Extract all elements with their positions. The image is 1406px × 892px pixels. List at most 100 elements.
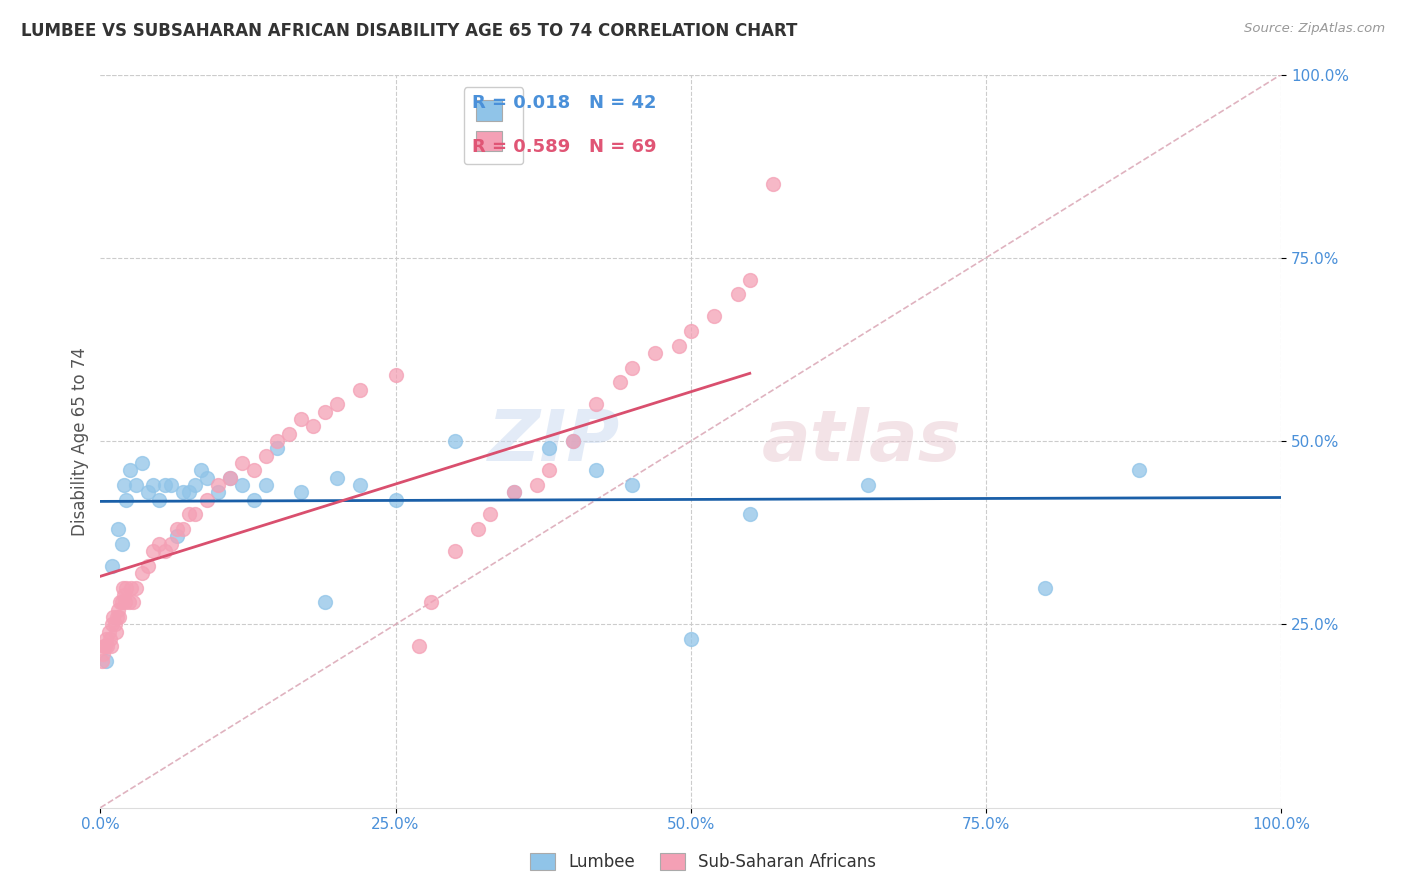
Point xyxy=(177,508,200,522)
Point xyxy=(184,478,207,492)
Point xyxy=(207,478,229,492)
Point xyxy=(172,485,194,500)
Point xyxy=(103,610,125,624)
Point xyxy=(207,485,229,500)
Point xyxy=(679,632,702,646)
Point xyxy=(136,485,159,500)
Point xyxy=(302,419,325,434)
Point xyxy=(727,287,749,301)
Point xyxy=(120,581,142,595)
Point xyxy=(609,376,631,390)
Point xyxy=(231,456,253,470)
Point xyxy=(125,581,148,595)
Point xyxy=(585,397,607,411)
Point xyxy=(160,537,183,551)
Text: ZIP: ZIP xyxy=(488,407,620,475)
Point xyxy=(585,463,607,477)
Point xyxy=(112,478,135,492)
Point xyxy=(266,434,288,449)
Point xyxy=(148,537,170,551)
Text: Source: ZipAtlas.com: Source: ZipAtlas.com xyxy=(1244,22,1385,36)
Point xyxy=(103,617,125,632)
Point xyxy=(110,537,132,551)
Point xyxy=(122,595,145,609)
Point xyxy=(278,426,301,441)
Point xyxy=(136,558,159,573)
Text: R = 0.018   N = 42: R = 0.018 N = 42 xyxy=(472,94,657,112)
Point xyxy=(620,360,643,375)
Point xyxy=(644,346,666,360)
Point xyxy=(111,581,134,595)
Point xyxy=(467,522,489,536)
Point xyxy=(325,397,347,411)
Point xyxy=(1128,463,1150,477)
Point xyxy=(703,310,725,324)
Point xyxy=(349,383,371,397)
Point xyxy=(96,654,118,668)
Point xyxy=(142,478,165,492)
Text: R = 0.589   N = 69: R = 0.589 N = 69 xyxy=(472,137,657,155)
Point xyxy=(166,529,188,543)
Point xyxy=(384,492,406,507)
Point xyxy=(155,544,177,558)
Point xyxy=(166,522,188,536)
Point xyxy=(738,508,761,522)
Point xyxy=(177,485,200,500)
Point xyxy=(1033,581,1056,595)
Point xyxy=(219,471,242,485)
Point xyxy=(108,610,131,624)
Point xyxy=(762,178,785,192)
Point xyxy=(254,449,277,463)
Point xyxy=(97,624,120,639)
Point xyxy=(254,478,277,492)
Point xyxy=(443,544,465,558)
Point xyxy=(314,405,336,419)
Point xyxy=(679,324,702,338)
Point xyxy=(118,595,141,609)
Point xyxy=(219,471,242,485)
Point xyxy=(142,544,165,558)
Point xyxy=(561,434,583,449)
Point xyxy=(105,610,128,624)
Point xyxy=(408,640,430,654)
Point xyxy=(537,442,560,456)
Point xyxy=(131,456,153,470)
Point xyxy=(107,522,129,536)
Point xyxy=(114,595,136,609)
Point xyxy=(131,566,153,580)
Point xyxy=(115,492,138,507)
Point xyxy=(148,492,170,507)
Point xyxy=(110,595,132,609)
Point xyxy=(96,632,118,646)
Point xyxy=(101,558,124,573)
Point xyxy=(160,478,183,492)
Point xyxy=(184,508,207,522)
Point xyxy=(110,595,132,609)
Point xyxy=(290,412,312,426)
Point xyxy=(502,485,524,500)
Point xyxy=(479,508,502,522)
Point xyxy=(98,632,121,646)
Point xyxy=(349,478,371,492)
Text: LUMBEE VS SUBSAHARAN AFRICAN DISABILITY AGE 65 TO 74 CORRELATION CHART: LUMBEE VS SUBSAHARAN AFRICAN DISABILITY … xyxy=(21,22,797,40)
Point xyxy=(125,478,148,492)
Point xyxy=(104,624,127,639)
Point xyxy=(112,588,135,602)
Point xyxy=(94,640,117,654)
Point xyxy=(100,640,122,654)
Point xyxy=(90,654,112,668)
Point xyxy=(856,478,879,492)
Point xyxy=(537,463,560,477)
Point xyxy=(290,485,312,500)
Point xyxy=(420,595,443,609)
Point xyxy=(384,368,406,383)
Point xyxy=(115,581,138,595)
Y-axis label: Disability Age 65 to 74: Disability Age 65 to 74 xyxy=(72,347,89,535)
Point xyxy=(195,492,218,507)
Point xyxy=(155,478,177,492)
Point xyxy=(101,617,124,632)
Point xyxy=(266,442,288,456)
Point xyxy=(314,595,336,609)
Point xyxy=(93,640,115,654)
Point xyxy=(738,273,761,287)
